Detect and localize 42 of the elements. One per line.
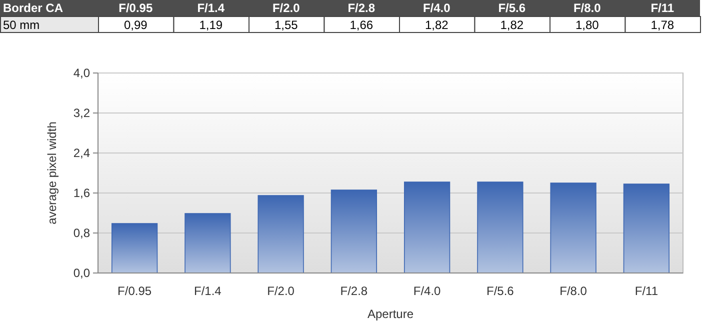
- x-tick-label: F/2.8: [340, 284, 368, 298]
- bar: [404, 182, 450, 274]
- category-label: F/4.0: [422, 1, 450, 15]
- bar: [477, 182, 524, 274]
- x-tick-label: F/8.0: [560, 284, 588, 298]
- y-tick-label: 4,0: [73, 66, 90, 80]
- bar: [550, 182, 596, 274]
- category-label: F/11: [650, 1, 674, 15]
- bar: [258, 195, 304, 274]
- y-tick-label: 1,6: [73, 186, 90, 200]
- category-label: F/1.4: [197, 1, 225, 15]
- category-label: F/2.8: [348, 1, 376, 15]
- data-label: 1,55: [274, 18, 298, 32]
- y-axis-title: average pixel width: [45, 122, 59, 224]
- data-label: 1,82: [500, 18, 524, 32]
- data-label: 1,19: [199, 18, 223, 32]
- category-label: F/2.0: [272, 1, 300, 15]
- x-tick-label: F/11: [634, 284, 658, 298]
- category-label: F/0.95: [118, 1, 153, 15]
- x-axis-title: Aperture: [367, 307, 414, 321]
- x-tick-label: F/2.0: [267, 284, 295, 298]
- data-label: 1,80: [575, 18, 600, 32]
- category-label: F/8.0: [573, 1, 601, 15]
- x-tick-label: F/5.6: [486, 284, 514, 298]
- category-label: F/5.6: [498, 1, 526, 15]
- y-tick-label: 3,2: [73, 106, 90, 120]
- x-tick-label: F/0.95: [118, 284, 152, 298]
- data-label: 0,99: [124, 18, 148, 32]
- data-label: 1,66: [350, 18, 374, 32]
- y-tick-label: 0,8: [73, 226, 90, 240]
- bar: [184, 213, 231, 274]
- x-tick-label: F/1.4: [194, 284, 222, 298]
- bar: [330, 190, 378, 274]
- bar: [623, 184, 670, 274]
- x-tick-label: F/4.0: [413, 284, 442, 298]
- bar: [111, 223, 158, 274]
- data-label: 1,82: [424, 18, 449, 32]
- y-tick-label: 2,4: [73, 146, 90, 160]
- data-label: 1,78: [650, 18, 674, 32]
- text: 50 mm: [3, 18, 40, 32]
- y-tick-label: 0,0: [73, 266, 90, 280]
- chart-title: Border CA: [3, 1, 64, 15]
